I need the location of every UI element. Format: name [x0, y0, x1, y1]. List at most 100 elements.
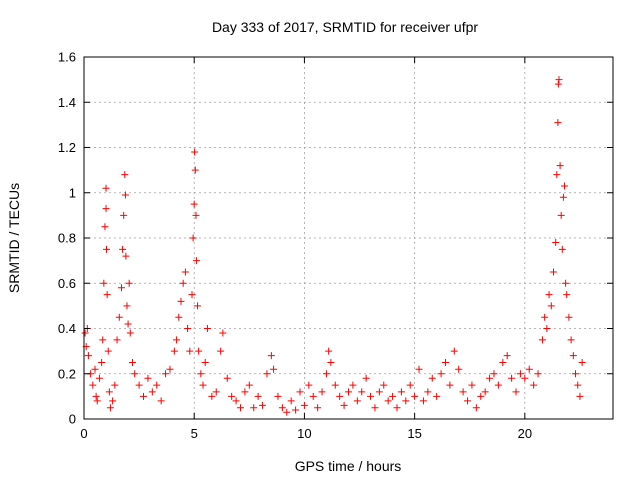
data-point	[245, 381, 253, 389]
data-point	[189, 234, 197, 242]
data-point	[157, 397, 165, 405]
data-point	[336, 392, 344, 400]
data-point	[203, 325, 211, 332]
data-point	[296, 388, 304, 396]
data-point	[192, 211, 200, 219]
data-point	[148, 388, 156, 396]
data-point	[415, 365, 423, 373]
data-point	[572, 370, 580, 378]
data-point	[314, 404, 322, 412]
data-point	[556, 162, 564, 170]
data-point	[102, 245, 110, 253]
data-point	[455, 365, 463, 373]
data-point	[144, 374, 152, 382]
data-point	[101, 223, 109, 231]
data-point	[292, 406, 300, 414]
y-tick-label: 0.8	[58, 231, 76, 246]
x-tick-label: 20	[518, 426, 532, 441]
data-point	[84, 352, 92, 360]
x-axis-label: GPS time / hours	[295, 458, 402, 474]
data-point	[530, 381, 538, 389]
data-point	[219, 329, 227, 337]
data-point	[563, 291, 571, 299]
data-point	[121, 191, 129, 199]
data-point	[105, 388, 113, 396]
data-point	[270, 365, 278, 373]
data-point	[569, 352, 577, 360]
data-point	[543, 325, 551, 332]
data-point	[554, 80, 562, 88]
data-point	[106, 404, 114, 412]
data-point	[325, 347, 333, 355]
data-point	[481, 388, 489, 396]
data-point	[397, 388, 405, 396]
data-point	[547, 302, 555, 310]
data-point	[521, 374, 529, 382]
data-point	[494, 381, 502, 389]
data-point	[552, 239, 560, 247]
data-point	[459, 388, 467, 396]
data-point	[117, 284, 125, 292]
data-point	[278, 404, 286, 412]
data-point	[450, 347, 458, 355]
data-point	[464, 397, 472, 405]
data-point	[121, 171, 129, 179]
data-point	[549, 268, 557, 276]
data-point	[362, 374, 370, 382]
data-point	[92, 392, 100, 400]
data-point	[567, 336, 575, 344]
data-point	[109, 397, 117, 405]
data-point	[555, 76, 563, 84]
data-point	[508, 374, 516, 382]
data-point	[186, 347, 194, 355]
grid	[84, 57, 613, 419]
data-point	[472, 404, 480, 412]
data-point	[190, 200, 198, 208]
data-point	[389, 392, 397, 400]
data-point	[380, 381, 388, 389]
y-tick-label: 0.6	[58, 276, 76, 291]
data-point	[559, 193, 567, 201]
data-point	[558, 245, 566, 253]
data-point	[446, 381, 454, 389]
data-point	[309, 392, 317, 400]
data-point	[441, 358, 449, 366]
axis-ticks	[83, 56, 613, 420]
data-point	[371, 404, 379, 412]
data-point	[98, 358, 106, 366]
data-point	[349, 381, 357, 389]
data-point	[411, 392, 419, 400]
data-point	[217, 347, 225, 355]
data-point	[561, 182, 569, 190]
data-point	[135, 381, 143, 389]
x-tick-label: 10	[297, 426, 311, 441]
data-point	[128, 358, 136, 366]
data-points	[81, 76, 586, 416]
data-point	[194, 302, 202, 310]
data-point	[512, 388, 520, 396]
data-point	[477, 392, 485, 400]
data-point	[199, 381, 207, 389]
data-point	[102, 205, 110, 213]
data-point	[184, 325, 192, 332]
data-point	[131, 370, 139, 378]
data-point	[300, 401, 308, 409]
data-point	[170, 347, 178, 355]
x-tick-label: 0	[80, 426, 87, 441]
data-point	[89, 381, 97, 389]
y-tick-label: 1.2	[58, 140, 76, 155]
data-point	[181, 268, 189, 276]
data-point	[433, 392, 441, 400]
x-tick-label: 15	[407, 426, 421, 441]
data-point	[120, 211, 128, 219]
data-point	[250, 404, 258, 412]
data-point	[553, 171, 561, 179]
y-tick-label: 0	[69, 412, 76, 427]
data-point	[503, 352, 511, 360]
data-point	[195, 347, 203, 355]
data-point	[241, 388, 249, 396]
y-tick-label: 0.2	[58, 366, 76, 381]
data-point	[554, 119, 562, 127]
data-point	[578, 358, 586, 366]
data-point	[305, 381, 313, 389]
